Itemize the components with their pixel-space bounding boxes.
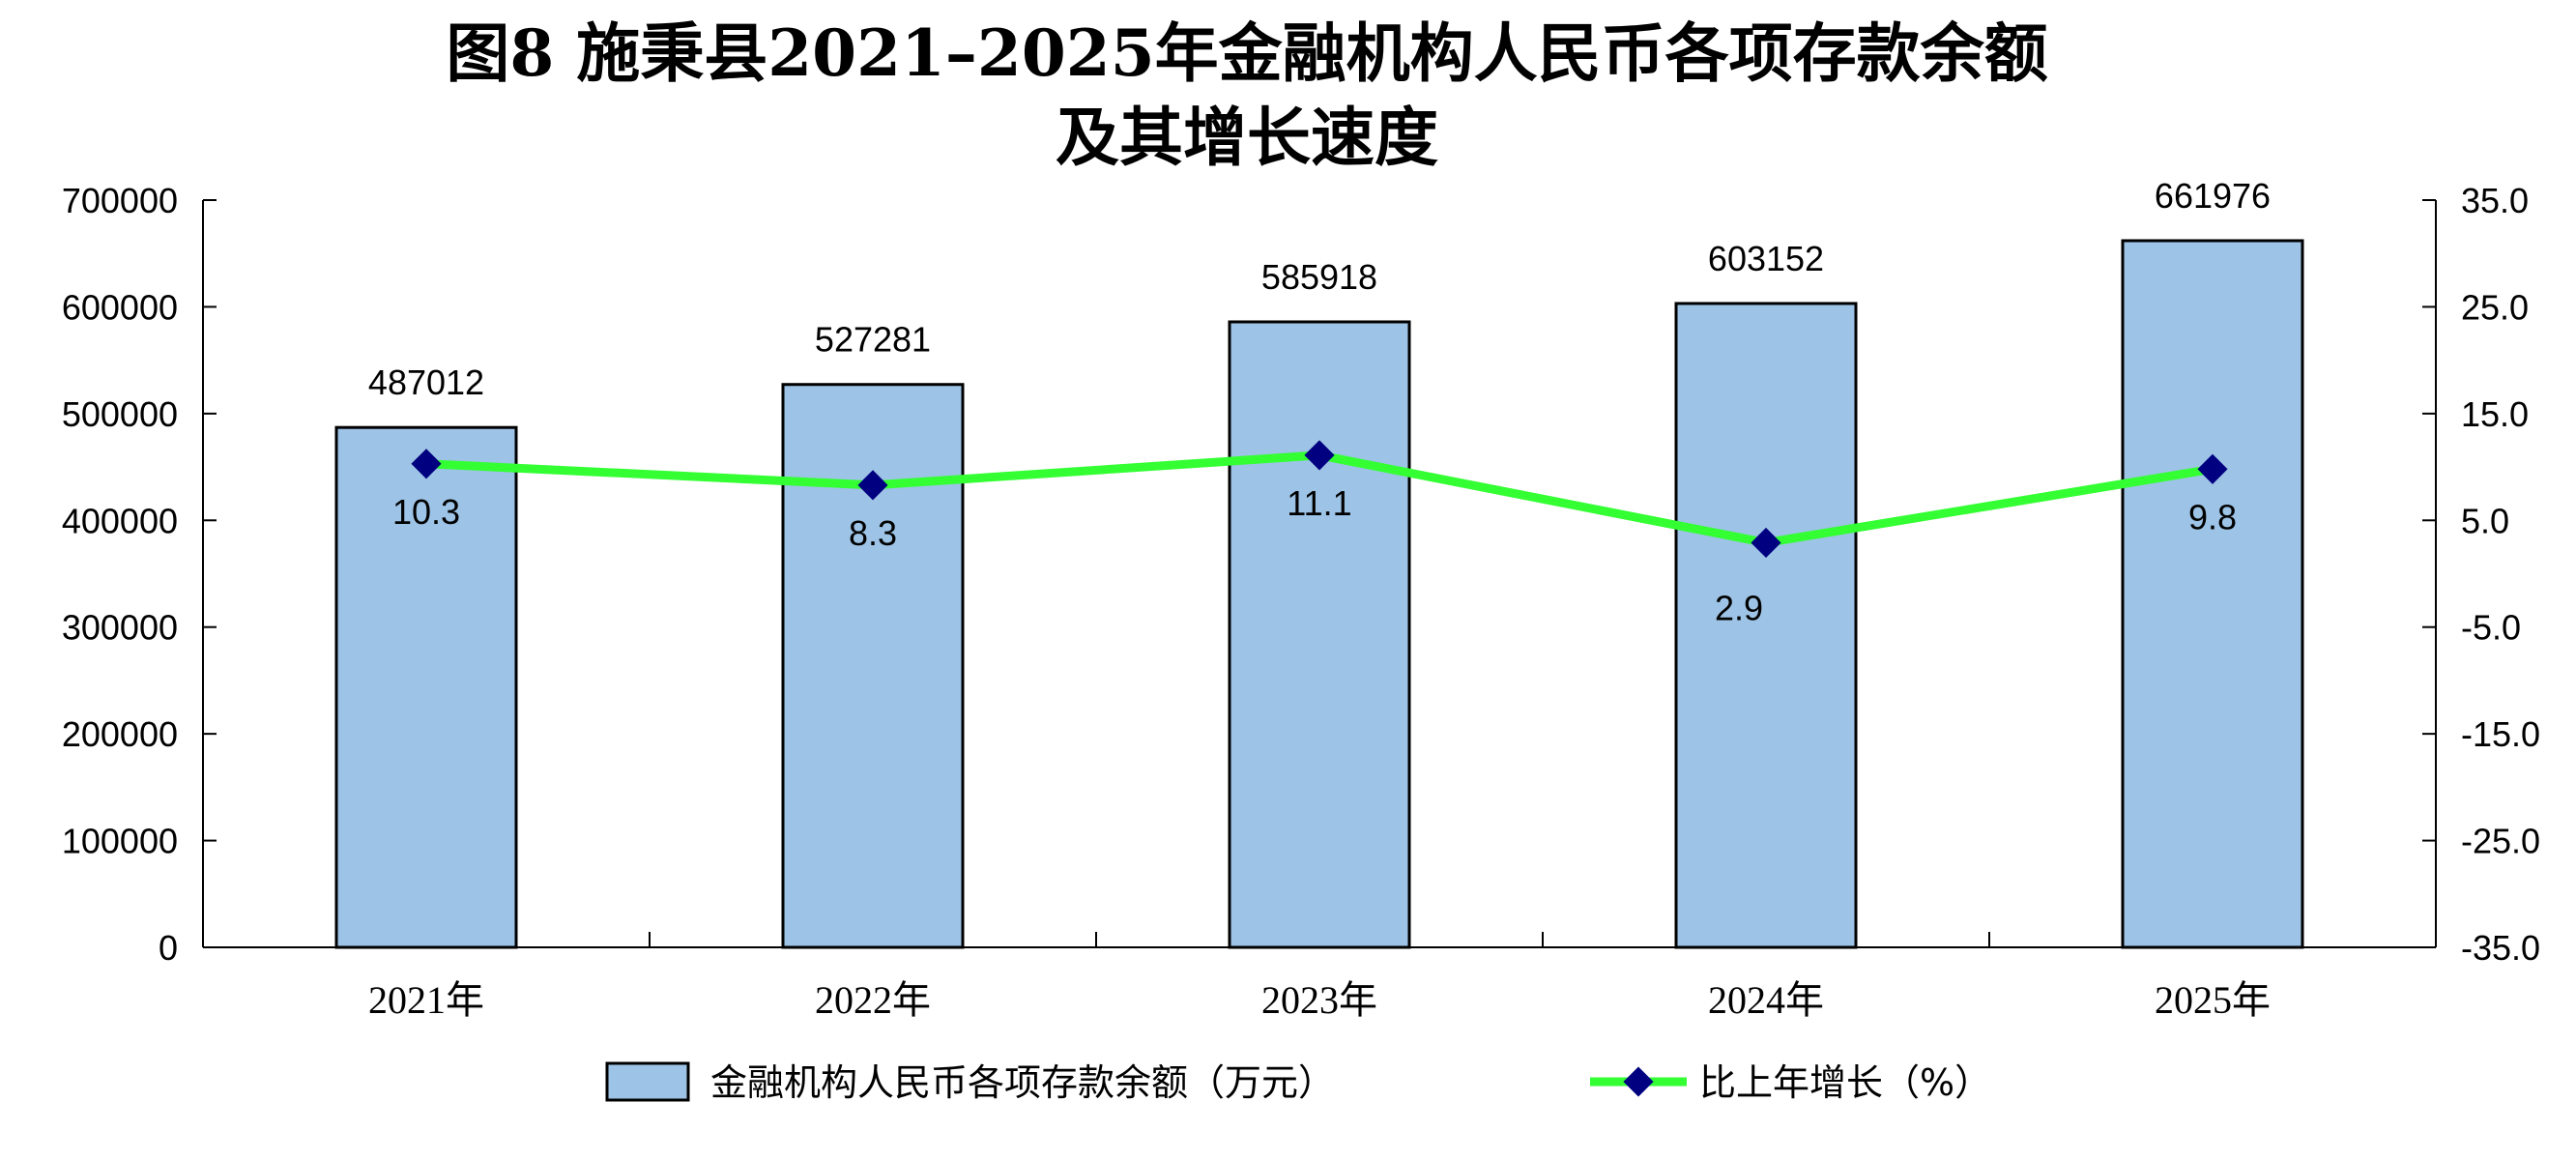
left-axis-ticks: 0 100000 200000 300000 400000 500000 600000 700…	[62, 181, 217, 968]
growth-point-0	[411, 449, 442, 479]
category-label-1: 2022年	[815, 978, 931, 1022]
right-tick-label-5: 15.0	[2461, 394, 2529, 434]
bar-value-label-4: 661976	[2155, 176, 2271, 216]
bar-4	[2121, 239, 2304, 949]
chart-title-line1: 图8 施秉县2021–2025年金融机构人民币各项存款余额	[446, 15, 2047, 91]
bar-1	[781, 383, 965, 949]
left-tick-label-1: 100000	[62, 822, 178, 861]
category-label-3: 2024年	[1708, 978, 1824, 1022]
bar-0	[334, 425, 518, 949]
left-tick-label-6: 600000	[62, 287, 178, 327]
right-tick-label-1: -25.0	[2461, 822, 2540, 861]
legend: 金融机构人民币各项存款余额（万元） 比上年增长（%）	[605, 1061, 1991, 1104]
legend-line-marker	[1623, 1066, 1654, 1097]
right-tick-label-7: 35.0	[2461, 181, 2529, 220]
right-tick-label-6: 25.0	[2461, 287, 2529, 327]
growth-value-label-1: 8.3	[849, 513, 897, 553]
legend-line-label: 比上年增长（%）	[1699, 1061, 1991, 1104]
right-axis-ticks: -35.0 -25.0 -15.0 -5.0 5.0 15.0 25.0 35.0	[2422, 181, 2540, 968]
left-tick-label-2: 200000	[62, 714, 178, 754]
bar-value-label-1: 527281	[815, 320, 931, 360]
right-tick-label-0: -35.0	[2461, 928, 2540, 968]
category-label-0: 2021年	[368, 978, 484, 1022]
left-tick-label-5: 500000	[62, 394, 178, 434]
legend-bar-swatch	[605, 1061, 690, 1102]
left-tick-label-7: 700000	[62, 181, 178, 220]
category-labels: 2021年 2022年 2023年 2024年 2025年	[368, 978, 2271, 1022]
left-tick-label-4: 400000	[62, 501, 178, 540]
growth-value-label-4: 9.8	[2188, 497, 2237, 536]
right-tick-label-4: 5.0	[2461, 501, 2509, 540]
bar-value-label-2: 585918	[1261, 257, 1377, 297]
category-label-2: 2023年	[1261, 978, 1377, 1022]
left-tick-label-0: 0	[159, 928, 178, 968]
bar-3	[1674, 302, 1858, 949]
chart-title-line2: 及其增长速度	[1056, 100, 1438, 175]
bar-2	[1228, 320, 1411, 949]
right-tick-label-2: -15.0	[2461, 714, 2540, 754]
bar-value-label-0: 487012	[368, 362, 484, 402]
bar-value-labels: 487012 527281 585918 603152 661976	[368, 176, 2271, 402]
left-tick-label-3: 300000	[62, 608, 178, 648]
growth-line-series	[411, 440, 2228, 559]
growth-value-label-3: 2.9	[1715, 588, 1763, 627]
axes	[202, 200, 2437, 948]
growth-point-2	[1304, 440, 1335, 471]
bar-value-label-3: 603152	[1708, 239, 1824, 278]
right-tick-label-3: -5.0	[2461, 608, 2521, 648]
category-label-4: 2025年	[2155, 978, 2271, 1022]
bar-series	[334, 239, 2304, 949]
growth-value-label-0: 10.3	[392, 492, 460, 532]
growth-value-labels: 10.3 8.3 11.1 2.9 9.8	[392, 483, 2237, 628]
growth-value-label-2: 11.1	[1287, 483, 1351, 523]
growth-point-1	[857, 470, 888, 501]
legend-bar-label: 金融机构人民币各项存款余额（万元）	[710, 1061, 1335, 1104]
growth-point-4	[2197, 453, 2228, 484]
